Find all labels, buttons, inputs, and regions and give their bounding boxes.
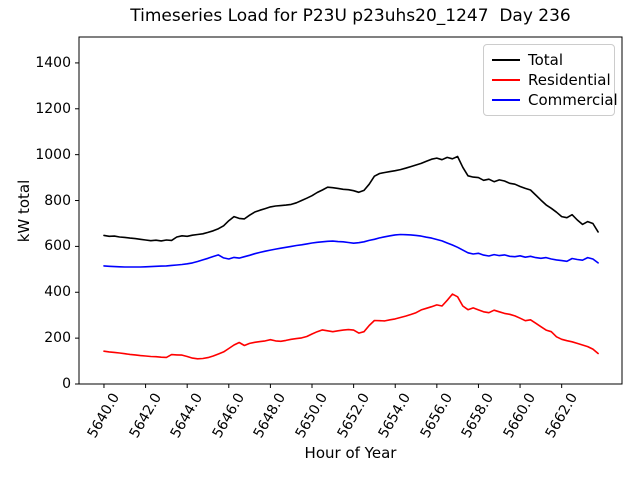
legend-entry-total: Total bbox=[492, 50, 606, 70]
legend-label: Total bbox=[528, 51, 564, 69]
series-line-commercial bbox=[103, 233, 599, 268]
y-tick-label: 600 bbox=[44, 238, 71, 255]
legend-line-swatch bbox=[492, 99, 520, 101]
y-tick-label: 400 bbox=[44, 284, 71, 301]
legend-label: Commercial bbox=[528, 91, 618, 109]
y-tick-label: 1400 bbox=[35, 54, 71, 71]
legend: Total Residential Commercial bbox=[483, 44, 618, 116]
y-tick-label: 0 bbox=[62, 376, 71, 392]
legend-entry-residential: Residential bbox=[492, 70, 611, 90]
y-axis-label: kW total bbox=[15, 179, 33, 243]
legend-label: Residential bbox=[528, 71, 611, 89]
legend-line-swatch bbox=[492, 59, 520, 61]
y-tick-label: 800 bbox=[44, 192, 71, 209]
legend-entry-commercial: Commercial bbox=[492, 90, 618, 110]
chart-title: Timeseries Load for P23U p23uhs20_1247 D… bbox=[130, 6, 571, 26]
y-tick-label: 200 bbox=[44, 330, 71, 347]
plot-border bbox=[78, 36, 623, 385]
x-axis-label: Hour of Year bbox=[304, 444, 397, 462]
y-tick-label: 1000 bbox=[35, 146, 71, 163]
legend-line-swatch bbox=[492, 79, 520, 81]
series-line-total bbox=[103, 155, 599, 242]
series-line-residential bbox=[103, 293, 599, 360]
y-tick-label: 1200 bbox=[35, 100, 71, 117]
